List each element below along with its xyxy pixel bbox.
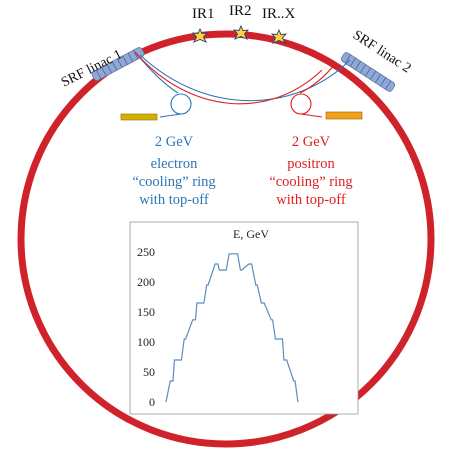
ir-star-icon — [232, 24, 250, 40]
electron-cooling-ring — [159, 93, 192, 118]
srf-linac-2 — [340, 52, 396, 92]
positron-cooling-ring — [290, 93, 323, 118]
y-tick-label: 0 — [149, 395, 155, 409]
positron-ring-line: with top-off — [276, 192, 346, 208]
electron-ring-line: “cooling” ring — [132, 174, 215, 190]
chart-frame — [129, 221, 359, 415]
electron-transfer-line — [139, 54, 351, 102]
positron-ring-line: positron — [287, 156, 335, 172]
irx-label: IR..X — [262, 6, 296, 22]
positron-ring-label: 2 GeV positron “cooling” ring with top-o… — [269, 134, 352, 208]
srf-linac-1 — [91, 47, 145, 81]
energy-chart: E, GeV 0 50 100 150 200 250 — [129, 221, 359, 415]
chart-title: E, GeV — [233, 227, 269, 241]
y-tick-label: 200 — [137, 275, 155, 289]
y-tick-label: 250 — [137, 245, 155, 259]
energy-series-line — [165, 253, 299, 403]
positron-ring-line: “cooling” ring — [269, 174, 352, 190]
y-tick-label: 150 — [137, 305, 155, 319]
positron-injection-line — [299, 63, 336, 94]
ir1-label: IR1 — [192, 6, 215, 22]
electron-ring-label: 2 GeV electron “cooling” ring with top-o… — [132, 134, 215, 208]
y-tick-label: 100 — [137, 335, 155, 349]
main-collider-ring — [17, 30, 435, 448]
positron-injector — [325, 111, 363, 120]
electron-injector — [120, 113, 158, 121]
positron-transfer-line — [134, 51, 323, 105]
y-tick-label: 50 — [143, 365, 155, 379]
ir2-label: IR2 — [229, 3, 252, 19]
electron-ring-line: 2 GeV — [155, 134, 194, 150]
electron-ring-line: with top-off — [139, 192, 209, 208]
electron-ring-line: electron — [151, 156, 198, 172]
positron-ring-line: 2 GeV — [292, 134, 331, 150]
ir-star-icon — [191, 27, 209, 43]
ir-star-icon — [270, 28, 288, 44]
